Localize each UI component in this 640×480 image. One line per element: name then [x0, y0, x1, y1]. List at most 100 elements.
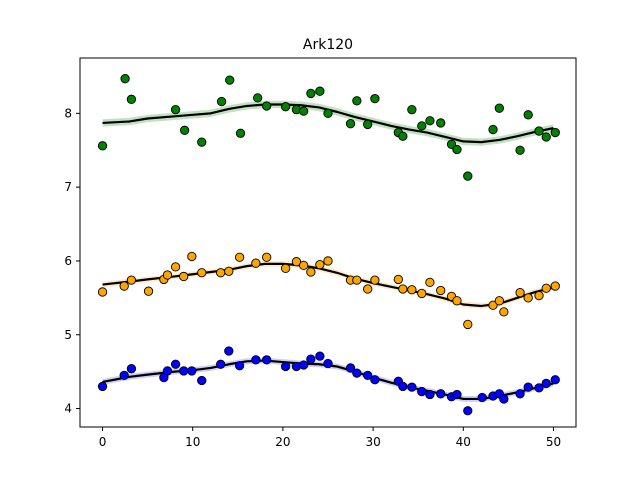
- data-point: [515, 288, 525, 298]
- data-point: [494, 103, 504, 113]
- data-point: [225, 75, 235, 85]
- data-point: [299, 106, 309, 116]
- plot-area-frame: [79, 57, 577, 428]
- data-point: [323, 256, 333, 266]
- data-point: [541, 378, 551, 389]
- data-point: [425, 389, 435, 400]
- data-point: [417, 288, 427, 299]
- data-point: [436, 285, 446, 296]
- data-point: [494, 296, 504, 306]
- data-point: [197, 375, 207, 386]
- data-point: [425, 116, 435, 126]
- data-point: [224, 266, 234, 276]
- data-point: [187, 366, 197, 376]
- data-point: [143, 286, 154, 296]
- data-point: [398, 381, 408, 392]
- data-point: [262, 355, 272, 365]
- x-tick-label: 30: [365, 435, 380, 449]
- data-point: [452, 296, 462, 306]
- data-point: [216, 268, 226, 278]
- data-point: [306, 267, 316, 277]
- data-point: [534, 290, 544, 301]
- y-tick-label: 8: [64, 106, 72, 120]
- data-point: [224, 346, 234, 356]
- data-point: [170, 359, 181, 369]
- data-point: [119, 370, 129, 380]
- data-point: [534, 383, 544, 393]
- data-point: [262, 252, 272, 262]
- data-point: [170, 105, 181, 115]
- data-point: [119, 281, 129, 291]
- data-point: [407, 285, 417, 295]
- data-point: [251, 355, 261, 365]
- data-point: [463, 171, 473, 181]
- data-point: [370, 375, 380, 385]
- data-point: [550, 281, 560, 291]
- x-tick-label: 20: [275, 435, 290, 449]
- x-tick-label: 40: [456, 435, 471, 449]
- data-point: [398, 284, 408, 294]
- data-point: [235, 128, 246, 138]
- data-point: [179, 125, 190, 135]
- data-point: [363, 370, 373, 380]
- data-point: [299, 360, 309, 370]
- fit-lines: [102, 103, 554, 401]
- data-point: [126, 275, 137, 285]
- fit-line-0: [102, 103, 554, 144]
- data-point: [126, 364, 137, 374]
- data-point: [197, 268, 207, 278]
- data-point: [499, 307, 509, 317]
- data-point: [541, 283, 551, 293]
- data-point: [280, 361, 291, 372]
- data-point: [463, 406, 473, 416]
- data-point: [370, 275, 380, 285]
- data-point: [323, 108, 333, 119]
- data-point: [280, 263, 291, 273]
- fit-line-1: [102, 262, 554, 308]
- data-point: [550, 375, 560, 385]
- data-point: [363, 119, 373, 130]
- data-point: [499, 394, 509, 404]
- data-point: [463, 319, 473, 330]
- data-point: [352, 96, 362, 106]
- data-point: [97, 381, 108, 392]
- data-point: [370, 93, 380, 104]
- data-point: [306, 88, 316, 99]
- data-point: [323, 358, 333, 369]
- data-point: [488, 124, 498, 135]
- data-point: [306, 354, 316, 364]
- data-point: [315, 259, 325, 270]
- data-point: [417, 386, 427, 397]
- data-point: [253, 93, 263, 103]
- data-point: [425, 277, 435, 288]
- data-point: [315, 351, 325, 361]
- data-point: [126, 94, 137, 104]
- data-points: [97, 74, 560, 416]
- data-point: [234, 361, 245, 371]
- data-point: [488, 300, 498, 310]
- data-point: [452, 144, 462, 155]
- x-tick-label: 0: [99, 435, 107, 449]
- data-point: [262, 101, 272, 111]
- data-point: [299, 260, 309, 271]
- y-tick-label: 6: [64, 254, 72, 268]
- data-point: [515, 145, 525, 155]
- data-point: [216, 359, 226, 369]
- data-point: [162, 270, 173, 280]
- data-point: [187, 251, 197, 262]
- data-point: [523, 293, 533, 303]
- axes: 0 10 20 30 40 50 4 5 6 7 8: [64, 106, 561, 449]
- data-point: [393, 274, 403, 285]
- data-point: [179, 271, 189, 282]
- data-point: [363, 284, 373, 294]
- data-point: [179, 366, 189, 376]
- y-tick-label: 5: [64, 328, 72, 342]
- data-point: [162, 366, 173, 376]
- data-point: [534, 126, 544, 136]
- data-point: [97, 287, 108, 297]
- data-point: [170, 262, 181, 272]
- chart-title: Ark120: [303, 37, 353, 53]
- confidence-bands: [102, 100, 554, 402]
- data-point: [550, 127, 560, 138]
